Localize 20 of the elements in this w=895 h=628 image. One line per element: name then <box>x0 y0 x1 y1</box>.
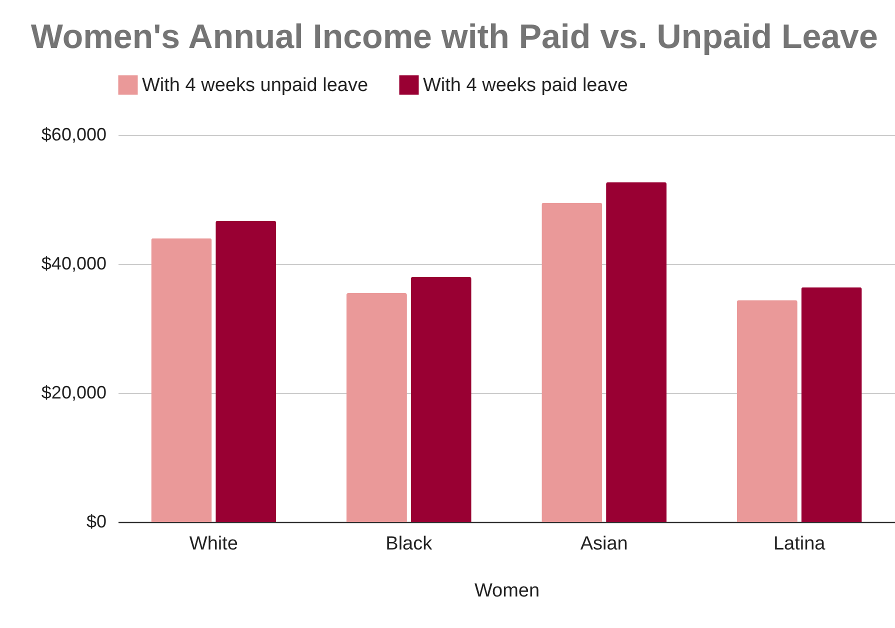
y-tick-label: $20,000 <box>41 382 106 402</box>
bar <box>736 300 798 522</box>
y-tick-label: $60,000 <box>41 124 106 144</box>
bar <box>606 182 667 522</box>
x-tick-label: Asian <box>580 534 628 554</box>
bar <box>410 276 472 522</box>
bar <box>801 287 862 522</box>
legend-label: With 4 weeks paid leave <box>423 75 628 96</box>
x-tick-label: Latina <box>773 534 826 554</box>
legend-label: With 4 weeks unpaid leave <box>142 75 368 96</box>
x-tick-label: Black <box>386 534 433 554</box>
bar <box>542 202 602 522</box>
bar <box>151 238 212 522</box>
y-tick-label: $0 <box>86 512 106 532</box>
x-axis-title: Women <box>474 580 540 602</box>
chart-title: Women's Annual Income with Paid vs. Unpaid Leave <box>30 18 878 56</box>
bar <box>216 220 276 522</box>
bar <box>346 293 407 522</box>
x-tick-label: White <box>189 534 238 554</box>
y-tick-label: $40,000 <box>41 254 106 274</box>
